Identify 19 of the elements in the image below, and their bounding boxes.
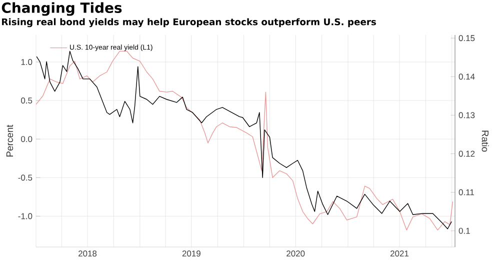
y-tick-label: -1.0 — [18, 213, 32, 220]
chart-title: Changing Tides — [2, 2, 122, 16]
y2-tick-label: 0.11 — [458, 189, 474, 196]
x-tick-label: 2020 — [286, 250, 305, 257]
y2-axis-title: Ratio — [482, 130, 489, 152]
y-axis-title: Percent — [6, 124, 14, 157]
y-tick-label: -0.5 — [18, 174, 32, 181]
y-tick-label: 0.0 — [21, 136, 32, 142]
y2-tick-label: 0.14 — [458, 74, 475, 80]
x-tick-label: 2021 — [390, 250, 409, 257]
y-tick-label: 0.5 — [21, 98, 32, 104]
y2-tick-label: 0.13 — [458, 112, 475, 118]
y2-tick-label: 0.15 — [458, 35, 475, 42]
x-tick-label: 2018 — [78, 250, 97, 257]
y2-tick-label: 0.12 — [458, 150, 475, 157]
x-tick-label: 2019 — [182, 250, 200, 257]
y2-tick-label: 0.1 — [458, 228, 470, 234]
y-tick-label: 1.0 — [21, 58, 32, 65]
chart-subtitle: Rising real bond yields may help European stocks outperform U.S. peers — [2, 18, 376, 28]
